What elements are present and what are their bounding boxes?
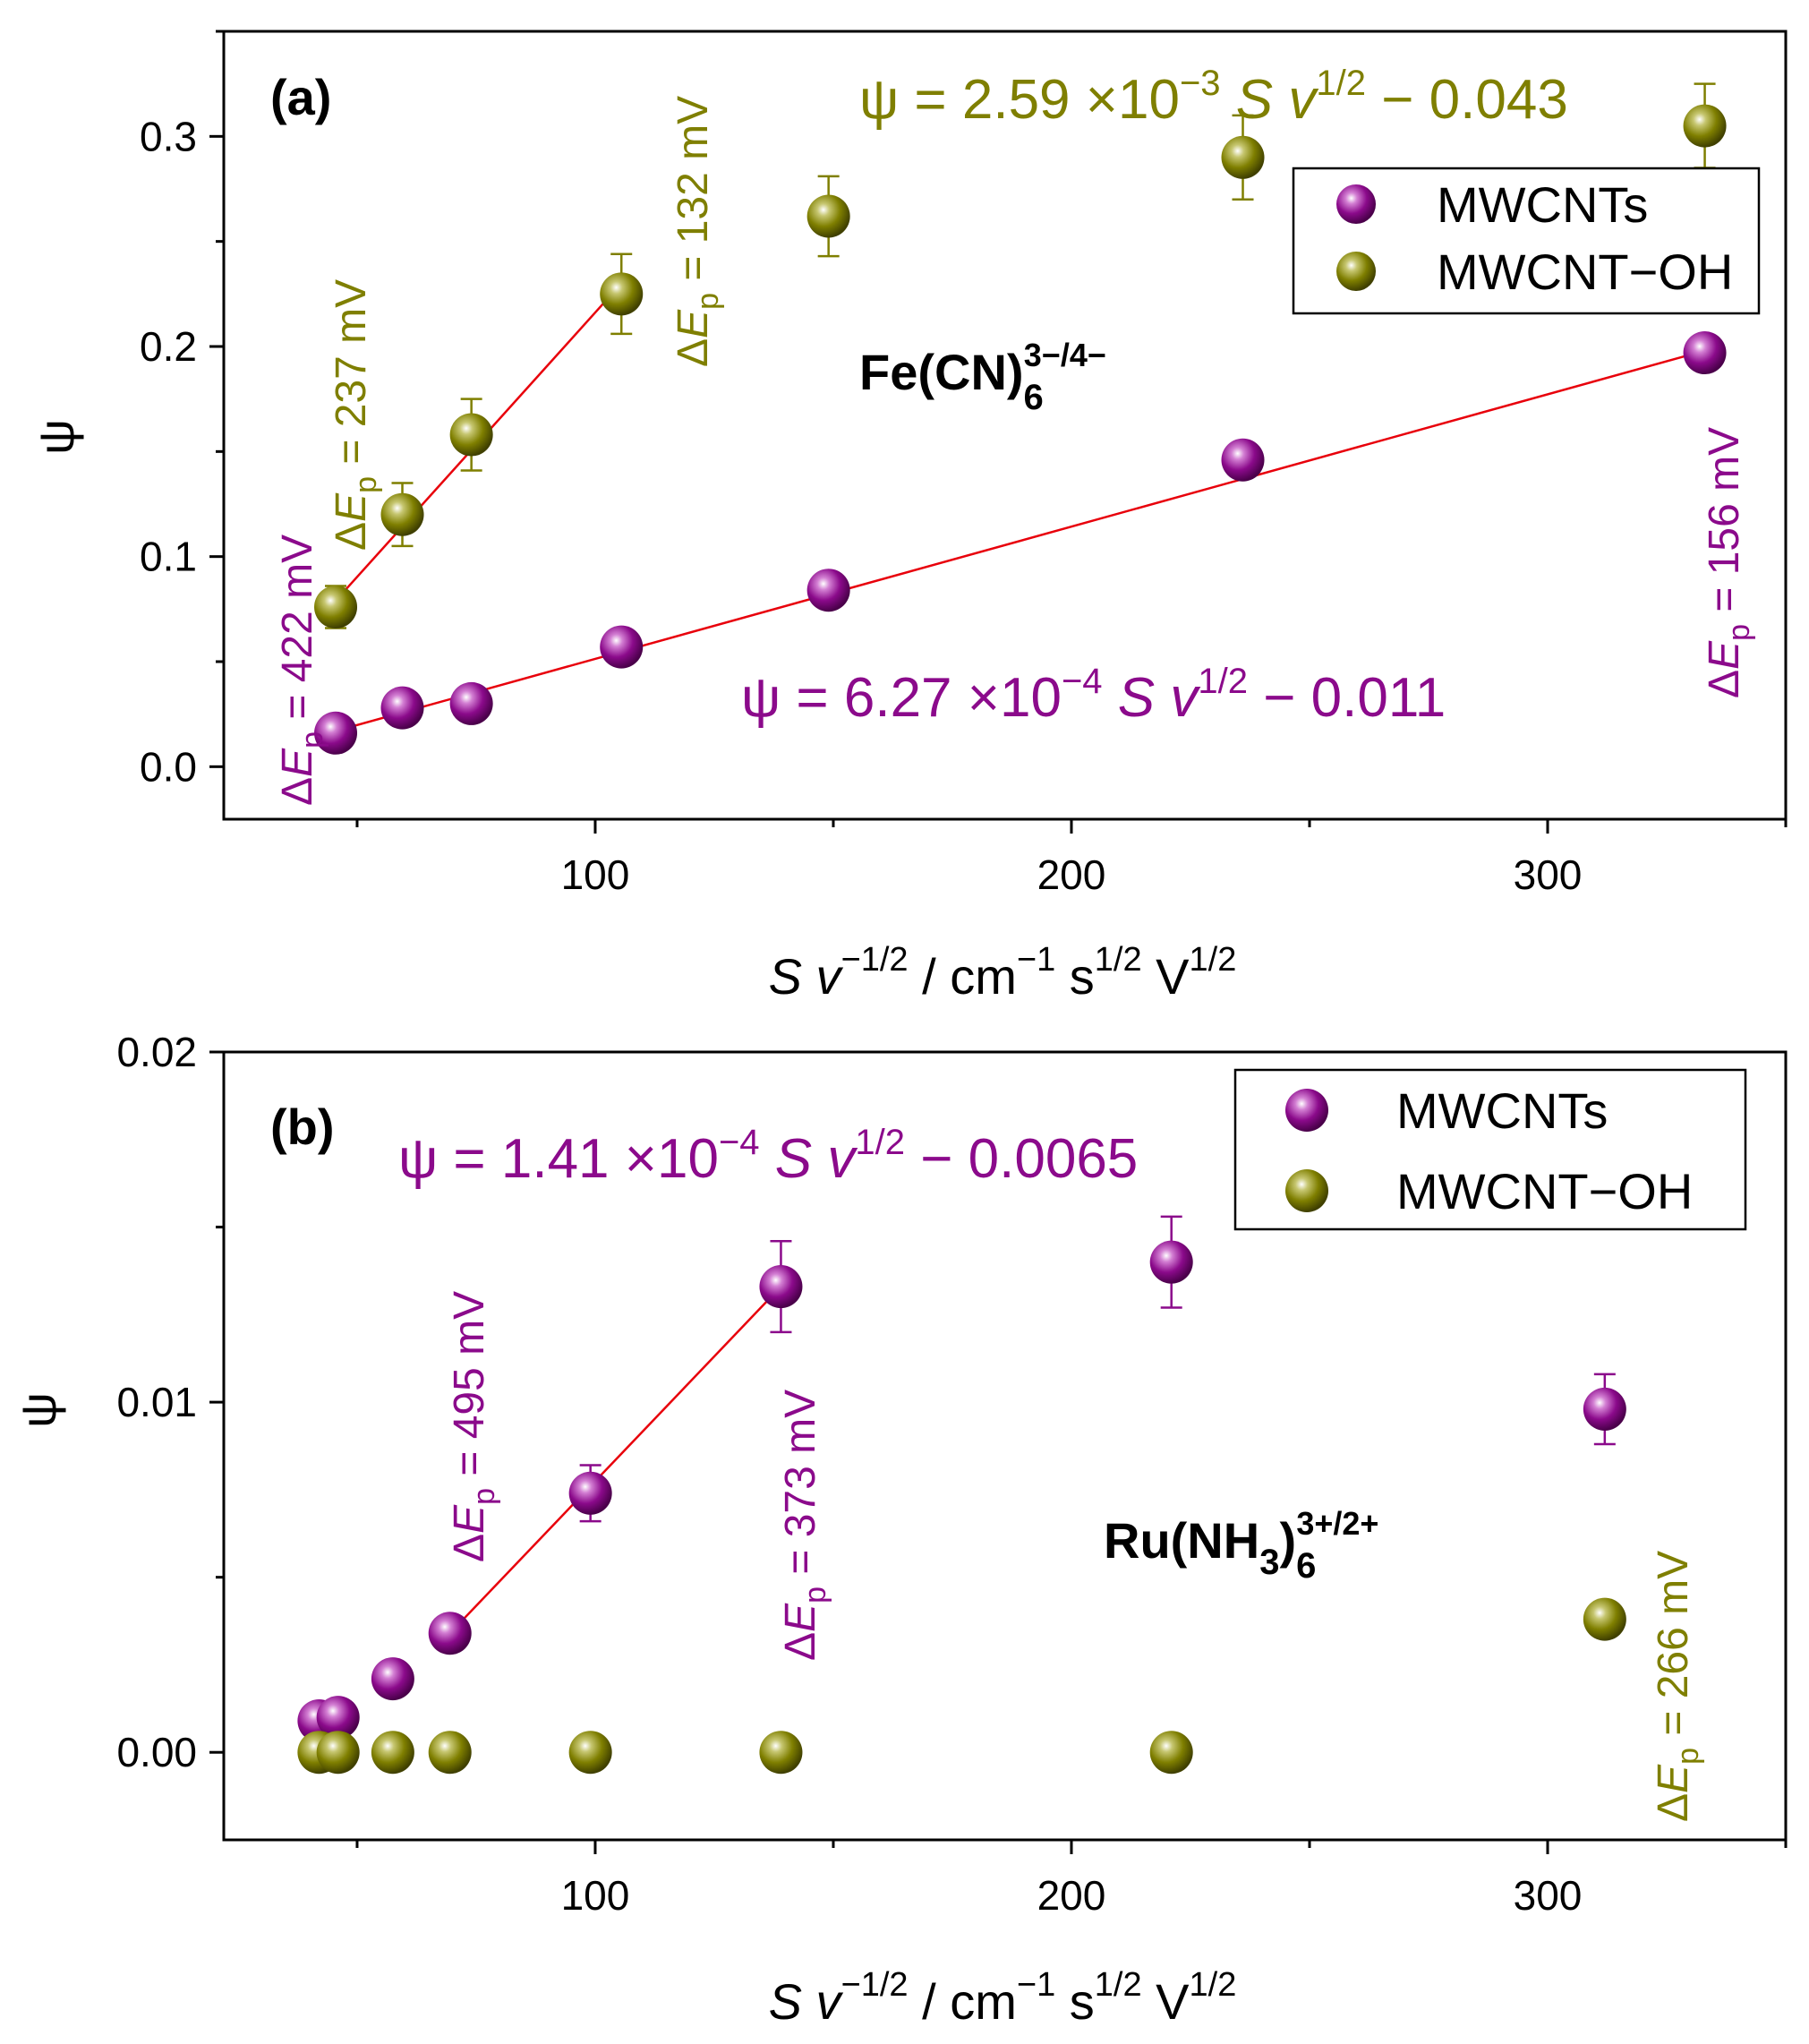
panel-b-label: (b) xyxy=(270,1099,335,1155)
panel-a-label: (a) xyxy=(270,69,331,125)
panel-b-legend: MWCNTs MWCNT−OH xyxy=(1233,1068,1747,1231)
panel-a-ticks: 100 200 300 0.0 0.1 0.2 0.3 xyxy=(140,30,1788,898)
panel-a-xtick-label-100: 100 xyxy=(561,851,630,898)
panel-b-ytick-label-1: 0.01 xyxy=(116,1379,197,1425)
panel-a-frame xyxy=(222,30,1788,821)
panel-b-ylabel: ψ xyxy=(10,1392,66,1428)
panel-a-point-mwcnts-5 xyxy=(1221,438,1265,482)
panel-b-legend-mwcnt-oh: MWCNT−OH xyxy=(1396,1163,1693,1219)
panel-a-annotation-422: ΔEp = 422 mV xyxy=(274,535,329,806)
panel-b-annotation-373: ΔEp = 373 mV xyxy=(777,1390,832,1661)
panel-a-point-mwcnts-2 xyxy=(449,681,493,725)
panel-b-point-mwcnts-5 xyxy=(759,1265,803,1309)
panel-a-ylabel: ψ xyxy=(28,419,84,455)
panel-b-ytick-label-2: 0.02 xyxy=(116,1029,197,1075)
panel-a-point-mwcnts-1 xyxy=(380,686,424,730)
panel-b-legend-marker-mwcnts xyxy=(1285,1089,1328,1132)
panel-a-point-mwcntoh-4 xyxy=(806,194,850,238)
panel-b-legend-mwcnts: MWCNTs xyxy=(1396,1082,1608,1139)
panel-b-point-mwcntoh-5 xyxy=(759,1731,803,1775)
panel-b-xtick-label-200: 200 xyxy=(1037,1872,1106,1919)
panel-a-annotation-132: ΔEp = 132 mV xyxy=(670,96,725,367)
panel-a-point-mwcntoh-3 xyxy=(600,272,644,316)
panel-a-point-mwcntoh-2 xyxy=(449,413,493,457)
panel-a-legend-marker-mwcnt-oh xyxy=(1336,252,1376,291)
panel-a-xtick-label-300: 300 xyxy=(1514,851,1583,898)
panel-a-legend-mwcnt-oh: MWCNT−OH xyxy=(1437,244,1733,300)
panel-b-point-mwcntoh-7 xyxy=(1583,1597,1626,1641)
panel-a-legend-mwcnts: MWCNTs xyxy=(1437,176,1648,233)
panel-a-point-mwcnts-3 xyxy=(600,625,644,669)
panel-a-point-mwcnts-0 xyxy=(314,711,358,755)
panel-a-point-mwcnts-4 xyxy=(806,569,850,612)
panel-b-marks xyxy=(297,1215,1626,1775)
panel-b-species: Ru(NH3)63+/2+ xyxy=(1104,1505,1378,1586)
panel-a-annotation-156: ΔEp = 156 mV xyxy=(1701,427,1756,698)
chart-panel-a: 100 200 300 0.0 0.1 0.2 0.3 (a) Fe(CN)63−/4− ψ… xyxy=(28,30,1788,1005)
panel-a-ytick-label-3: 0.3 xyxy=(140,113,197,159)
panel-b-point-mwcntoh-6 xyxy=(1149,1731,1193,1775)
panel-b-xtick-label-300: 300 xyxy=(1514,1872,1583,1919)
panel-a-ytick-label-2: 0.2 xyxy=(140,323,197,370)
panel-a-point-mwcnts-6 xyxy=(1683,331,1727,375)
panel-a-point-mwcntoh-5 xyxy=(1221,135,1265,179)
panel-a-ytick-label-0: 0.0 xyxy=(140,743,197,790)
panel-a-point-mwcntoh-0 xyxy=(314,585,358,629)
panel-a-legend-marker-mwcnts xyxy=(1336,184,1376,224)
panel-b-point-mwcnts-1 xyxy=(316,1696,360,1740)
panel-a-equation-purple: ψ = 6.27 ×10−4 S v1/2 − 0.011 xyxy=(741,662,1446,729)
panel-b-xlabel: S v−1/2 / cm−1 s1/2 V1/2 xyxy=(769,1966,1237,2030)
panel-b-point-mwcntoh-1 xyxy=(316,1731,360,1775)
panel-a-point-mwcntoh-6 xyxy=(1683,104,1727,148)
panel-b-point-mwcnts-4 xyxy=(568,1471,612,1515)
panel-b-legend-marker-mwcnt-oh xyxy=(1285,1169,1328,1212)
panel-b-point-mwcnts-7 xyxy=(1583,1387,1626,1431)
panel-b-ticks: 100 200 300 0.00 0.01 0.02 xyxy=(116,1029,1788,1919)
panel-b-point-mwcntoh-3 xyxy=(428,1731,472,1775)
panel-b-equation-purple: ψ = 1.41 ×10−4 S v1/2 − 0.0065 xyxy=(398,1123,1138,1190)
panel-a-point-mwcntoh-1 xyxy=(380,492,424,536)
panel-a-species: Fe(CN)63−/4− xyxy=(859,337,1106,417)
panel-b-frame xyxy=(222,1050,1788,1842)
panel-a-marks xyxy=(314,82,1727,755)
panel-a-annotation-237: ΔEp = 237 mV xyxy=(328,279,383,551)
panel-b-point-mwcnts-2 xyxy=(371,1657,414,1701)
panel-b-xtick-label-100: 100 xyxy=(561,1872,630,1919)
panel-b-point-mwcntoh-4 xyxy=(568,1731,612,1775)
panel-a-fit-mwcnts xyxy=(335,349,1705,732)
panel-b-ytick-label-0: 0.00 xyxy=(116,1729,197,1775)
panel-b-annotation-266: ΔEp = 266 mV xyxy=(1650,1551,1705,1822)
panel-b-annotation-495: ΔEp = 495 mV xyxy=(446,1291,501,1562)
panel-a-xtick-label-200: 200 xyxy=(1037,851,1106,898)
panel-b-point-mwcntoh-2 xyxy=(371,1731,414,1775)
panel-b-point-mwcnts-3 xyxy=(428,1612,472,1655)
panel-a-ytick-label-1: 0.1 xyxy=(140,534,197,580)
panel-a-xlabel: S v−1/2 / cm−1 s1/2 V1/2 xyxy=(769,941,1237,1005)
panel-a-legend: MWCNTs MWCNT−OH xyxy=(1292,167,1761,315)
panel-b-point-mwcnts-6 xyxy=(1149,1240,1193,1284)
panel-a-equation-olive: ψ = 2.59 ×10−3 S v1/2 − 0.043 xyxy=(859,64,1568,131)
panel-b-fit-mwcnts xyxy=(448,1286,782,1635)
